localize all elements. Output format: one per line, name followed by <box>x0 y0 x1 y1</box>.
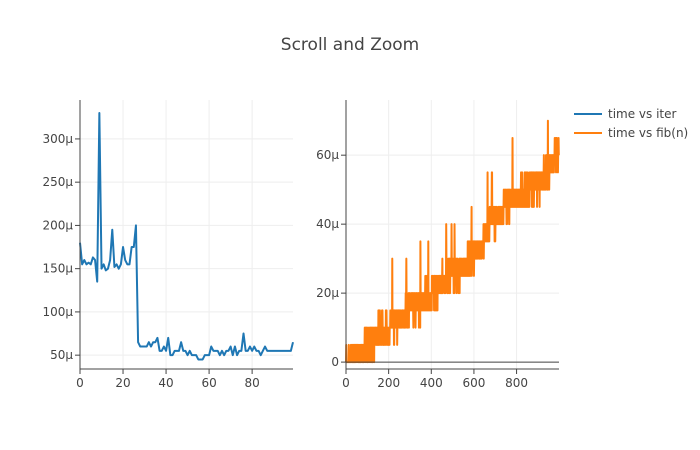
y-tick-label: 150µ <box>42 262 73 276</box>
x-tick-label: 40 <box>158 376 173 390</box>
x-tick-label: 600 <box>462 376 485 390</box>
left-plot-panel[interactable]: 0 20 40 60 80 50µ 100µ 150µ 200µ 250µ 300µ <box>42 100 294 390</box>
x-tick-label: 800 <box>505 376 528 390</box>
x-tick-label: 20 <box>115 376 130 390</box>
x-tick-label: 80 <box>244 376 259 390</box>
y-tick-label: 100µ <box>42 305 73 319</box>
legend-item-time-vs-iter[interactable]: time vs iter <box>574 107 677 121</box>
x-tick-label: 60 <box>201 376 216 390</box>
x-tick-label: 400 <box>420 376 443 390</box>
legend-label-time-vs-fib-n: time vs fib(n) <box>608 126 688 140</box>
x-tick-label: 0 <box>76 376 84 390</box>
y-tick-label: 40µ <box>316 217 339 231</box>
chart-title: Scroll and Zoom <box>281 35 419 55</box>
y-tick-label: 50µ <box>50 348 73 362</box>
series-line-time-vs-iter[interactable] <box>79 111 294 361</box>
right-plot-panel[interactable]: 0 200 400 600 800 0 20µ 40µ 60µ <box>316 100 560 390</box>
series-line-time-vs-fib-n-[interactable] <box>345 119 560 364</box>
x-tick-label: 200 <box>377 376 400 390</box>
legend-label-time-vs-iter: time vs iter <box>608 107 677 121</box>
y-tick-label: 0 <box>331 355 339 369</box>
y-tick-label: 20µ <box>316 286 339 300</box>
legend[interactable]: time vs iter time vs fib(n) <box>574 107 688 140</box>
y-tick-label: 300µ <box>42 132 73 146</box>
legend-item-time-vs-fib-n[interactable]: time vs fib(n) <box>574 126 688 140</box>
y-tick-label: 200µ <box>42 218 73 232</box>
y-tick-label: 250µ <box>42 175 73 189</box>
y-tick-label: 60µ <box>316 148 339 162</box>
x-tick-label: 0 <box>342 376 350 390</box>
